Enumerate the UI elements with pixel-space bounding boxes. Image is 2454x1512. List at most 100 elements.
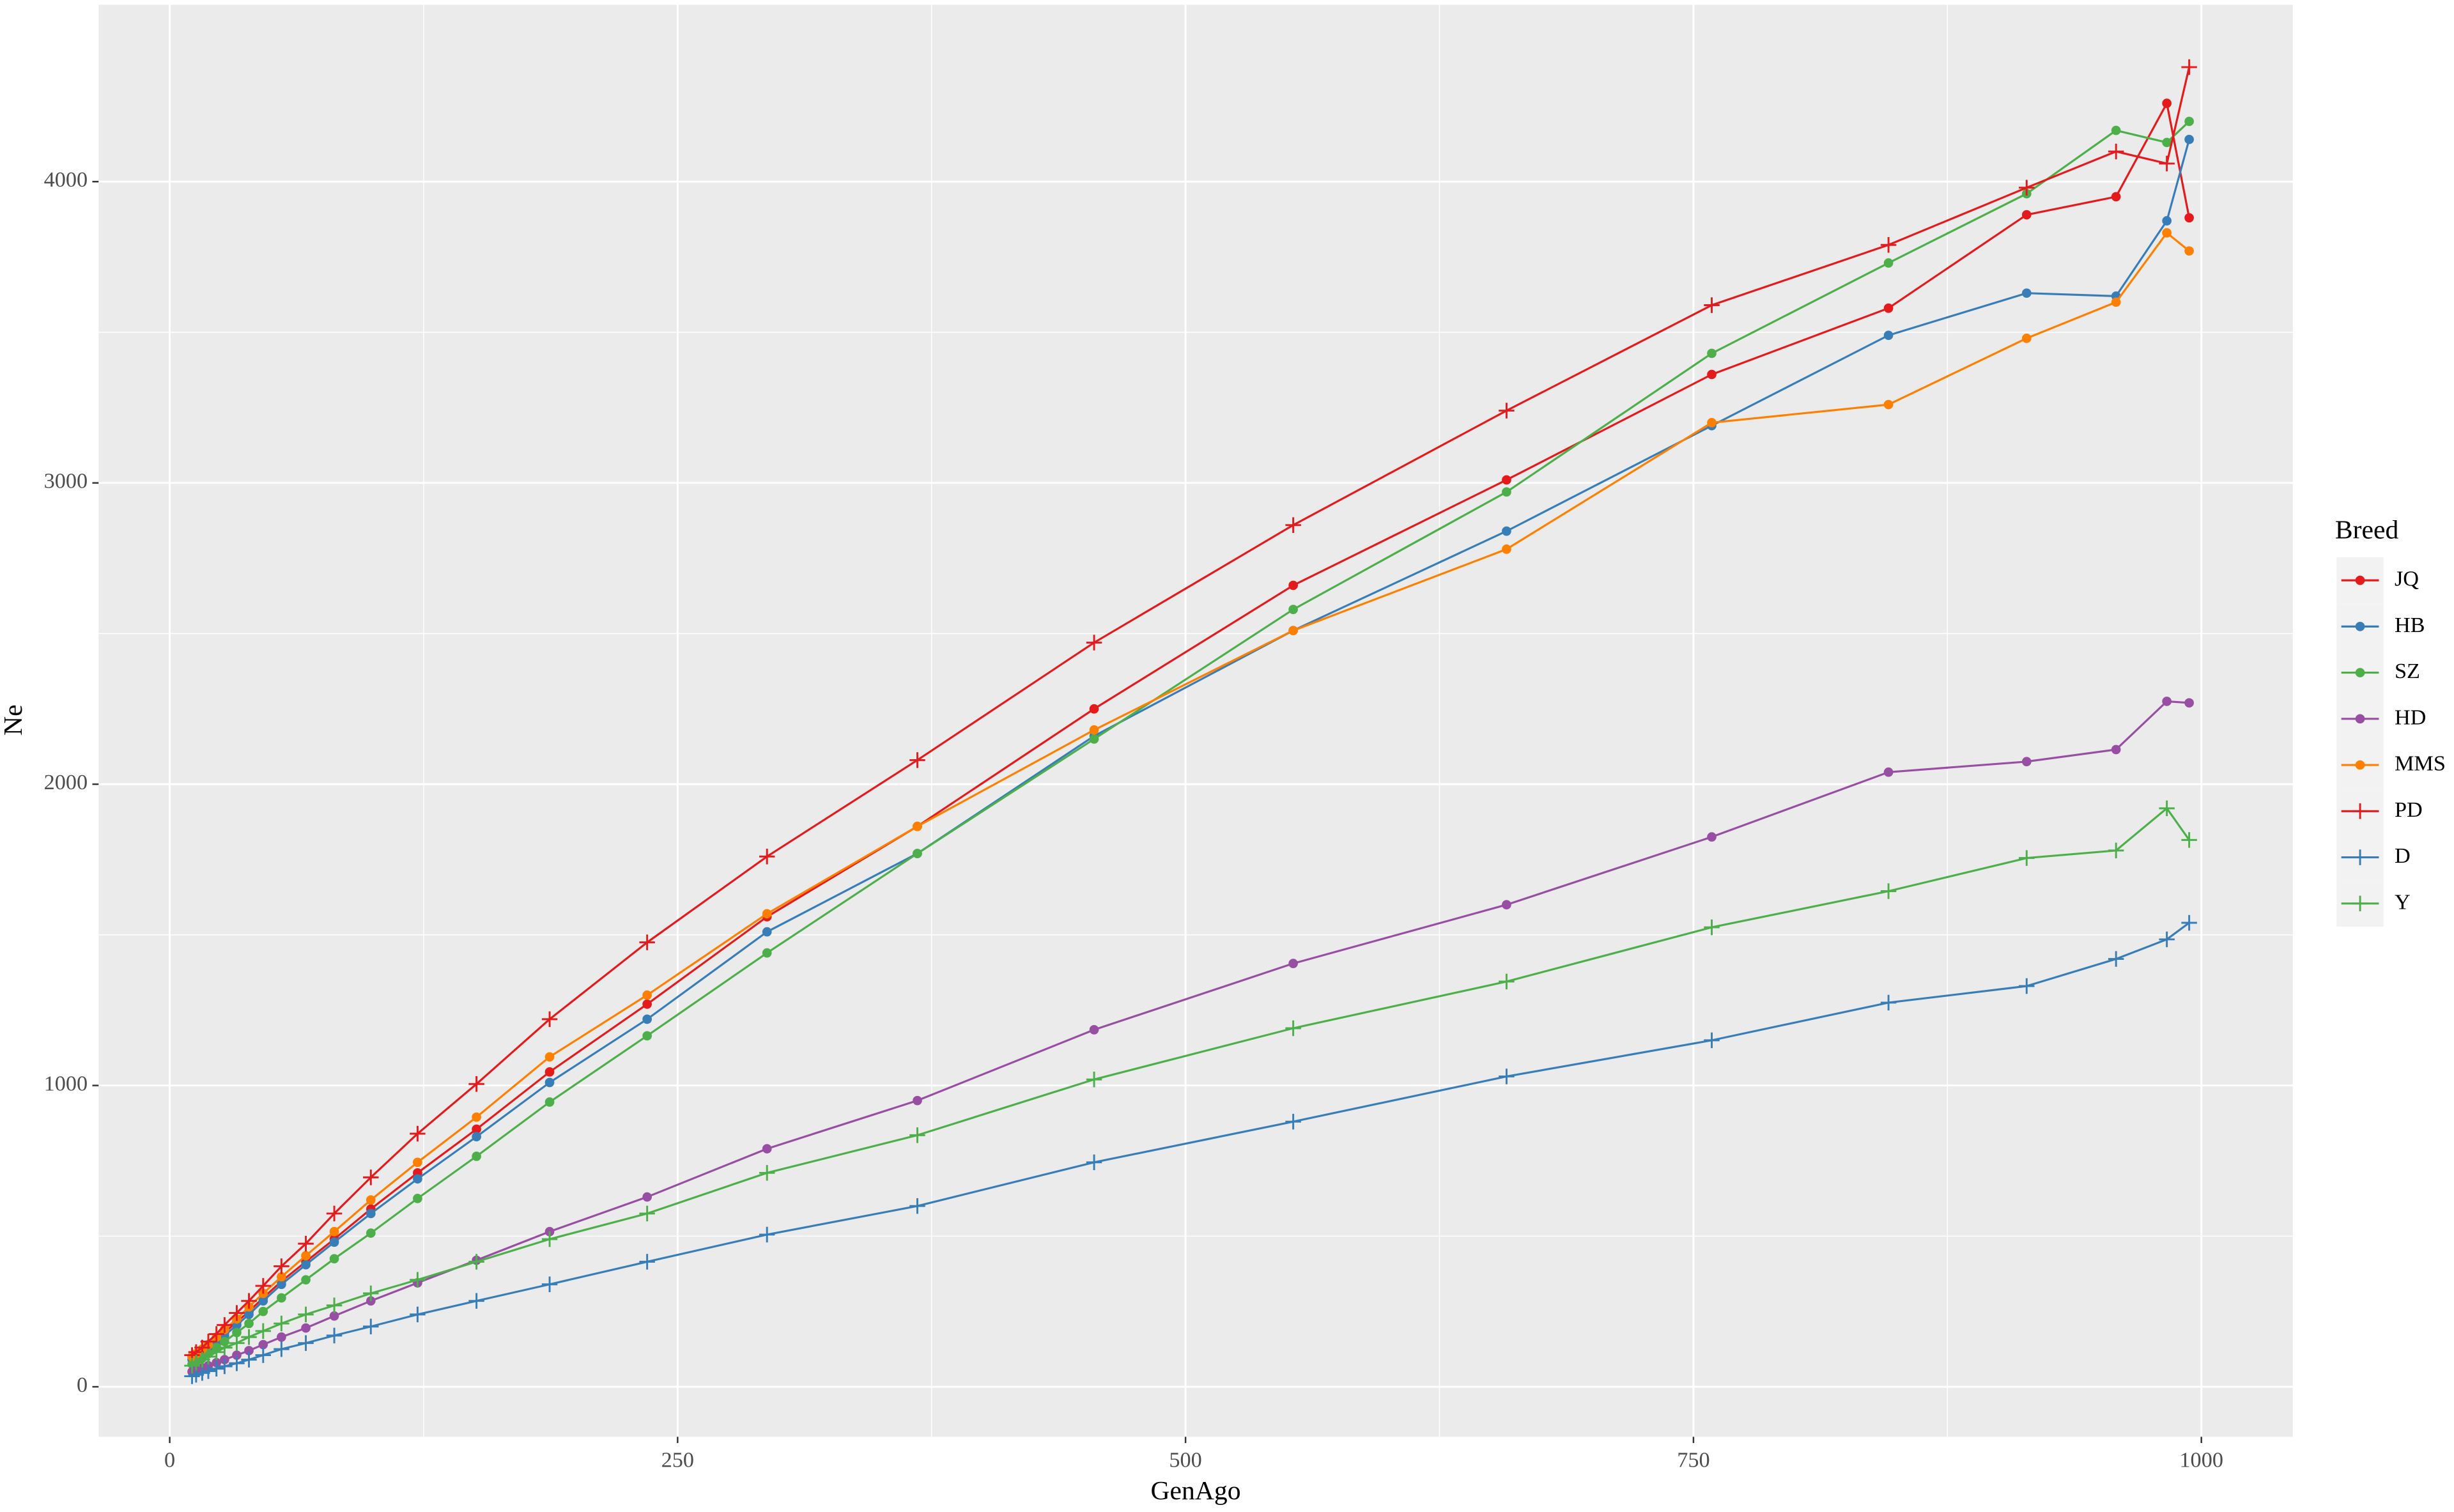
point: [1707, 369, 1717, 380]
point: [1499, 973, 1515, 990]
point: [1883, 399, 1894, 410]
point: [2111, 297, 2121, 307]
point: [1089, 725, 1099, 735]
point: [2184, 213, 2194, 223]
x-tick-label: 0: [164, 1447, 175, 1472]
legend-label: MMS: [2395, 752, 2446, 776]
point: [410, 1272, 426, 1288]
y-tick-label: 0: [77, 1373, 88, 1397]
point: [298, 1335, 314, 1351]
point: [2162, 697, 2172, 706]
point: [366, 1208, 376, 1219]
point: [258, 1306, 268, 1316]
point: [472, 1132, 481, 1142]
point: [544, 1077, 555, 1088]
plot-area: [184, 59, 2197, 1384]
series-line: [191, 806, 2190, 1367]
point: [1086, 1071, 1102, 1088]
point: [1089, 734, 1099, 744]
point: [229, 1335, 245, 1351]
point: [541, 1276, 558, 1292]
point: [468, 1254, 484, 1270]
point: [642, 990, 652, 1000]
legend-marker: [2355, 575, 2365, 585]
point: [244, 1346, 254, 1355]
point: [1883, 767, 1894, 777]
point: [2162, 216, 2172, 226]
point: [2159, 800, 2175, 817]
grid: [98, 4, 2293, 1437]
point: [2184, 134, 2194, 144]
point: [329, 1254, 339, 1264]
point: [2111, 192, 2121, 202]
point: [762, 927, 772, 937]
point: [2181, 914, 2197, 931]
point: [298, 1235, 314, 1252]
point: [1502, 900, 1511, 910]
point: [1880, 236, 1897, 253]
point: [200, 1348, 217, 1365]
point: [1089, 704, 1099, 714]
point: [759, 1226, 775, 1243]
point: [472, 1152, 481, 1161]
point: [1880, 883, 1897, 899]
point: [301, 1275, 311, 1285]
point: [326, 1205, 343, 1222]
point: [255, 1323, 272, 1339]
point: [217, 1317, 233, 1333]
point: [642, 1192, 652, 1202]
point: [277, 1332, 286, 1342]
point: [413, 1157, 422, 1168]
point: [1502, 526, 1511, 536]
point: [909, 1198, 925, 1214]
point: [544, 1052, 555, 1062]
point: [2021, 288, 2032, 298]
legend-marker: [2355, 714, 2365, 724]
point: [200, 1363, 217, 1379]
point: [639, 1205, 655, 1222]
point: [208, 1344, 224, 1361]
point: [541, 1011, 558, 1028]
point: [229, 1355, 245, 1371]
point: [762, 1144, 772, 1153]
point: [2162, 137, 2172, 148]
point: [642, 999, 652, 1009]
point: [2159, 155, 2175, 172]
point: [2159, 931, 2175, 948]
point: [184, 1357, 200, 1374]
point: [208, 1326, 224, 1342]
plot-panel: [98, 4, 2293, 1437]
point: [2181, 59, 2197, 75]
point: [544, 1097, 555, 1107]
point: [642, 1031, 652, 1041]
point: [1880, 994, 1897, 1011]
point: [366, 1228, 376, 1238]
legend-marker: [2355, 622, 2365, 631]
series-line: [191, 120, 2190, 1365]
point: [329, 1226, 339, 1237]
point: [1707, 832, 1717, 842]
x-tick-label: 250: [661, 1447, 694, 1472]
point: [909, 1127, 925, 1143]
legend-label: HD: [2395, 705, 2427, 729]
point: [1288, 605, 1298, 615]
point: [2019, 978, 2035, 994]
point: [298, 1306, 314, 1323]
point: [639, 1254, 655, 1270]
point: [1704, 1032, 1720, 1049]
point: [2181, 832, 2197, 848]
point: [277, 1293, 286, 1303]
legend-marker: [2355, 760, 2365, 770]
point: [277, 1272, 286, 1282]
point: [200, 1334, 217, 1350]
point: [1883, 330, 1894, 341]
point: [1499, 403, 1515, 419]
point: [1086, 635, 1102, 651]
point: [1285, 1113, 1301, 1130]
point: [468, 1293, 484, 1309]
point: [258, 1339, 268, 1350]
point: [762, 948, 772, 958]
point: [1089, 1025, 1099, 1035]
point: [241, 1293, 257, 1309]
